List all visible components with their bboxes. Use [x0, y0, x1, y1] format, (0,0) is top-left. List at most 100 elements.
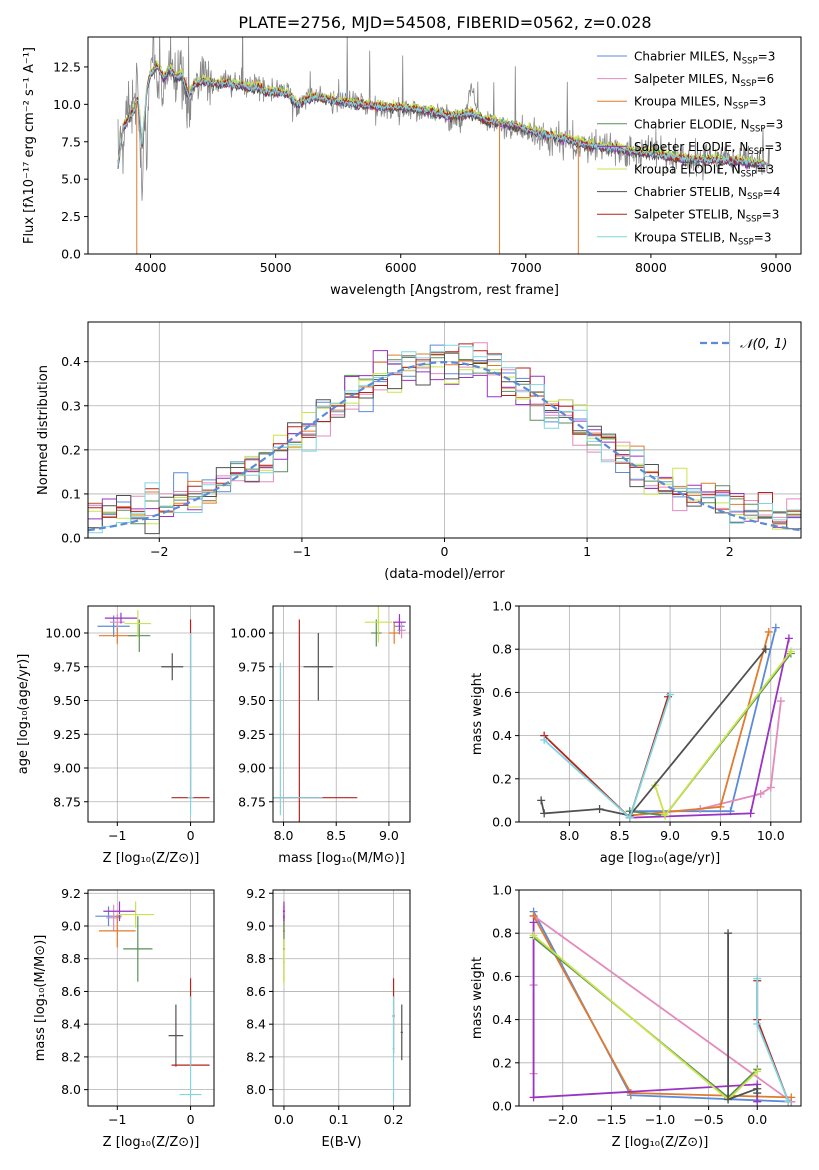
mass-weight-marker: [724, 1095, 733, 1104]
y-tick-label: 0.4: [61, 354, 81, 369]
legend-entry: Kroupa STELIB, NSSP=3: [634, 230, 772, 247]
y-tick-label: 0.1: [61, 486, 81, 501]
y-tick-label: 0.8: [492, 642, 512, 657]
y-tick-label: 10.00: [230, 626, 266, 641]
y-tick-label: 0.2: [492, 771, 512, 786]
x-tick-label: −1: [108, 1112, 126, 1127]
mass-weight-marker: [776, 697, 785, 706]
y-tick-label: 1.0: [492, 883, 512, 898]
axes-mass_vs_EBV: 0.0 0.1 0.2 8.0 8.2 8.4 8.6 8.8 9.0 9.2 E(B-V): [246, 886, 411, 1150]
x-tick-label: 0: [187, 1112, 195, 1127]
x-tick-label: 0.0: [747, 1112, 767, 1127]
mass-weight-marker: [625, 813, 634, 822]
y-tick-label: 9.50: [238, 693, 266, 708]
x-tick-label: 0: [441, 544, 449, 559]
mass-weight-marker: [746, 809, 755, 818]
x-tick-label: −2.0: [548, 1112, 578, 1127]
errorbar-kroupa_elodie: [124, 610, 151, 638]
errorbar-kroupa_miles: [98, 914, 136, 948]
y-tick-label: 0.4: [492, 728, 512, 743]
axes-mass_vs_Z: −1 0 8.0 8.2 8.4 8.6 8.8 9.0 9.2 Z [log₁₀(Z/Z⊙)] m…: [33, 886, 215, 1150]
mass-weight-line-chabrier_elodie: [629, 652, 792, 817]
y-tick-label: 0.0: [492, 1099, 512, 1114]
mass-weight-marker: [764, 627, 773, 636]
errorbar-salpeter_elodie: [103, 901, 136, 922]
errorbar-kroupa_elodie: [364, 606, 393, 643]
x-axis-label: (data-model)/error: [384, 567, 505, 582]
x-tick-label: −1: [293, 544, 311, 559]
errorbar-kroupa_stelib: [179, 996, 202, 1098]
mass-weight-marker: [724, 929, 733, 938]
x-axis-label: E(B-V): [321, 1135, 361, 1150]
x-tick-label: 8.5: [326, 828, 346, 843]
x-tick-label: 6000: [385, 260, 417, 275]
axes-frame: [272, 889, 411, 1107]
axes-frame: [87, 321, 802, 539]
legend-entry: Salpeter STELIB, NSSP=3: [634, 208, 779, 225]
spectrum-legend: Chabrier MILES, NSSP=3 Salpeter MILES, NS…: [597, 50, 783, 247]
y-tick-label: 9.2: [246, 886, 266, 901]
x-tick-label: 8.0: [559, 828, 579, 843]
y-axis-label: mass [log₁₀(M/M⊙)]: [33, 935, 48, 1062]
x-tick-label: 0: [187, 828, 195, 843]
y-tick-label: 0.6: [492, 685, 512, 700]
axes-frame: [518, 605, 802, 823]
mass-weight-line-chabrier_miles: [629, 627, 777, 813]
y-tick-label: 0.8: [492, 926, 512, 941]
x-tick-label: 0.0: [274, 1112, 294, 1127]
mass-weight-marker: [666, 690, 675, 699]
legend-entry: Kroupa ELODIE, NSSP=3: [634, 163, 774, 180]
mass-weight-marker: [784, 1097, 793, 1106]
residuals-legend: 𝒩(0, 1): [700, 337, 787, 352]
errorbar-kroupa_elodie: [117, 901, 154, 928]
y-tick-label: 0.0: [61, 531, 81, 546]
y-axis-label: Flux [fλ10⁻¹⁷ erg cm⁻² s⁻¹ A⁻¹]: [22, 47, 37, 244]
errorbar-kroupa_stelib: [273, 662, 323, 816]
x-tick-label: 0.1: [329, 1112, 349, 1127]
errorbar-chabrier_elodie: [128, 619, 151, 652]
y-axis-label: age [log₁₀(age/yr)]: [16, 654, 31, 775]
axes-frame: [87, 36, 802, 255]
y-tick-label: 0.4: [492, 1012, 512, 1027]
y-tick-label: 9.00: [53, 761, 81, 776]
mass-weight-marker: [753, 1089, 762, 1098]
x-tick-label: −0.5: [693, 1112, 723, 1127]
y-tick-label: 9.25: [238, 727, 266, 742]
legend-entry: Chabrier STELIB, NSSP=4: [634, 185, 781, 202]
y-tick-label: 8.4: [246, 1017, 266, 1032]
y-tick-label: 8.8: [61, 951, 81, 966]
mass-weight-marker: [787, 1093, 796, 1102]
y-tick-label: 9.0: [61, 919, 81, 934]
errorbar-chabrier_elodie: [123, 916, 153, 982]
y-tick-label: 0.2: [492, 1055, 512, 1070]
legend-entry: Chabrier MILES, NSSP=3: [634, 50, 775, 67]
x-tick-label: 4000: [135, 260, 167, 275]
mass-weight-marker: [786, 647, 795, 656]
x-tick-label: 8.0: [274, 828, 294, 843]
y-tick-label: 10.00: [45, 626, 81, 641]
mass-weight-marker: [540, 809, 549, 818]
y-tick-label: 8.75: [238, 794, 266, 809]
y-tick-label: 9.00: [238, 761, 266, 776]
axes-age_vs_Z: −1 0 8.75 9.00 9.25 9.50 9.75 10.00 Z [log₁₀(Z/Z…: [16, 605, 215, 866]
x-tick-label: 1: [583, 544, 591, 559]
y-tick-label: 9.0: [246, 919, 266, 934]
x-tick-label: 0.2: [384, 1112, 404, 1127]
plot-area-residuals: [88, 342, 801, 535]
errorbar-chabrier_stelib: [168, 1004, 184, 1067]
x-axis-label: wavelength [Angstrom, rest frame]: [330, 283, 559, 298]
legend-entry: Kroupa MILES, NSSP=3: [634, 95, 766, 112]
x-tick-label: 9.0: [379, 828, 399, 843]
y-axis-label: mass weight: [470, 673, 485, 755]
x-tick-label: −1: [108, 828, 126, 843]
errorbar-chabrier_stelib: [161, 653, 184, 681]
y-axis-label: mass weight: [470, 957, 485, 1039]
plot-area-age_vs_mass: [273, 606, 406, 822]
mass-weight-marker: [753, 1097, 762, 1106]
mass-weight-marker: [771, 623, 780, 632]
axes-frame: [87, 605, 215, 823]
x-tick-label: 10.0: [757, 828, 785, 843]
plot-area-age_vs_Z: [97, 610, 210, 816]
axes-mass_weight_vs_age: 8.0 8.5 9.0 9.5 10.0 0.0 0.2 0.4 0.6 0.8 1.0 age [l…: [470, 599, 802, 866]
errorbar-salpeter_miles: [106, 904, 121, 931]
